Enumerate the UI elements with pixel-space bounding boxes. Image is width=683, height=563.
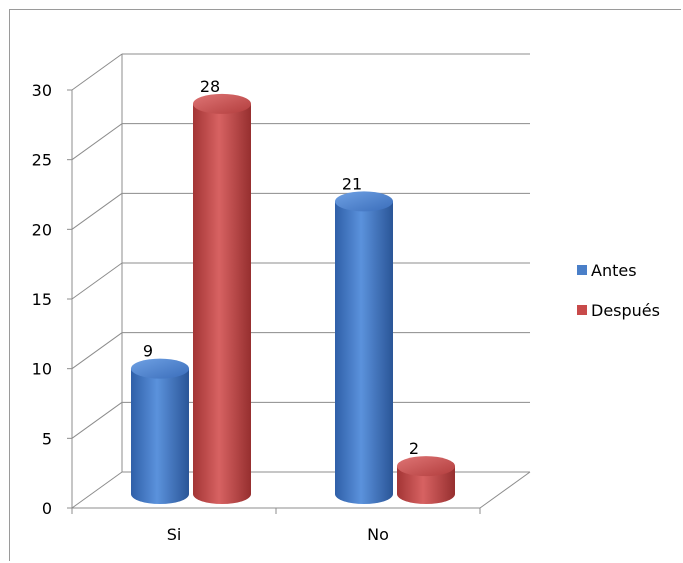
bar-top <box>193 93 251 114</box>
y-tick-label: 0 <box>42 499 52 518</box>
gridline-diagonal <box>71 262 123 300</box>
chart-bars <box>131 93 455 505</box>
bar-top <box>397 456 455 477</box>
x-tick-label: No <box>367 525 389 544</box>
legend-item-antes: Antes <box>577 261 637 280</box>
bar-no-antes <box>335 191 393 505</box>
data-label: 21 <box>342 174 362 193</box>
legend-label: Antes <box>591 261 637 280</box>
chart-labels: 9 28 21 2 <box>143 77 419 458</box>
gridline-diagonal <box>71 53 123 91</box>
y-tick-label: 15 <box>32 290 52 309</box>
data-label: 28 <box>200 77 220 96</box>
legend-swatch <box>577 265 587 275</box>
bar-no-despues <box>397 456 455 504</box>
y-tick-label: 5 <box>42 429 52 448</box>
bar-body <box>397 466 455 504</box>
gridline-diagonal <box>71 401 123 439</box>
bar-body <box>131 368 189 504</box>
y-tick-label: 25 <box>32 151 52 170</box>
bar-body <box>335 201 393 505</box>
gridline-diagonal <box>71 192 123 230</box>
bar-top <box>335 191 393 212</box>
bar-top <box>131 358 189 379</box>
data-label: 2 <box>409 439 419 458</box>
legend-label: Después <box>591 301 660 320</box>
bar-si-antes <box>131 358 189 504</box>
floor-edge <box>479 471 531 509</box>
chart-legend: Antes Después <box>577 261 660 320</box>
legend-swatch <box>577 305 587 315</box>
chart-axes: 0 5 10 15 20 25 30 Si No <box>32 53 531 544</box>
bar-si-despues <box>193 93 251 504</box>
gridline-diagonal <box>71 332 123 370</box>
y-tick-label: 10 <box>32 360 52 379</box>
gridline-diagonal <box>71 123 123 161</box>
y-tick-label: 30 <box>32 81 52 100</box>
bar-body <box>193 103 251 504</box>
x-tick-label: Si <box>167 525 182 544</box>
gridline-diagonal <box>71 471 123 509</box>
chart-frame <box>9 9 681 561</box>
y-tick-label: 20 <box>32 220 52 239</box>
legend-item-despues: Después <box>577 301 660 320</box>
data-label: 9 <box>143 342 153 361</box>
